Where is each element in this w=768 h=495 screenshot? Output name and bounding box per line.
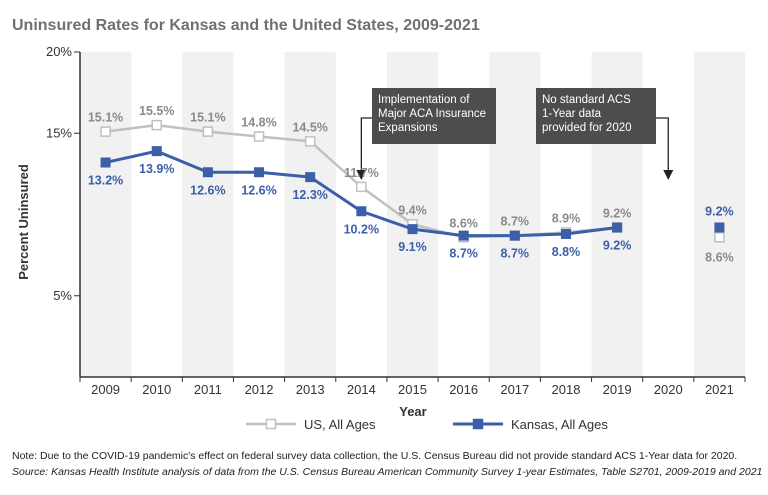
x-tick-label: 2012 [245,382,274,397]
x-tick-label: 2017 [500,382,529,397]
band-2009 [80,52,132,377]
legend: US, All Ages Kansas, All Ages [246,417,608,432]
annotation-arrow [656,117,669,178]
y-tick-label: 20% [46,44,72,59]
uninsured-rates-chart: Uninsured Rates for Kansas and the Unite… [12,17,746,432]
annotation-text: No standard ACS [542,94,631,106]
data-point [356,206,367,217]
data-label: 12.3% [292,188,327,202]
data-point [202,167,213,178]
data-label: 13.9% [139,162,174,176]
data-label: 8.6% [449,216,478,230]
y-tick-label: 5% [53,288,72,303]
data-label: 9.2% [603,239,632,253]
legend-marker [265,418,277,430]
data-point [509,230,520,241]
chart-title: Uninsured Rates for Kansas and the Unite… [12,17,480,34]
annotation-box [372,88,496,144]
data-label: 8.7% [449,247,478,261]
legend-marker [472,418,484,430]
data-point [458,230,469,241]
annotation-2014: Implementation of Major ACA Insurance Expa… [356,88,496,180]
data-point [612,222,623,233]
x-tick-label: 2020 [654,382,683,397]
data-label: 11.7% [344,166,379,180]
data-label: 9.4% [398,203,427,217]
y-axis-title: Percent Uninsured [16,164,31,280]
legend-label: US, All Ages [304,417,376,432]
x-tick-label: 2010 [142,382,171,397]
data-label: 8.7% [501,215,530,229]
annotation-2020: No standard ACS 1-Year data provided for 2… [536,88,674,180]
data-point [254,167,265,178]
x-tick-label: 2019 [603,382,632,397]
legend-item-kansas: Kansas, All Ages [453,417,608,432]
data-label: 10.2% [344,222,379,236]
data-point [356,181,367,193]
data-label: 13.2% [88,174,123,188]
annotation-text: Implementation of [378,94,470,106]
data-label: 15.1% [88,111,123,125]
footnote: Note: Due to the COVID-19 pandemic's eff… [12,450,738,462]
data-point [202,126,214,137]
annotation-text: Major ACA Insurance [378,108,486,120]
data-label: 15.5% [139,104,174,118]
data-point [305,172,316,183]
data-point [714,232,725,243]
data-label: 14.8% [241,116,276,130]
x-tick-label: 2016 [449,382,478,397]
x-axis-title: Year [399,404,426,419]
legend-item-us: US, All Ages [246,417,376,432]
band-2021 [693,52,745,377]
band-2011 [182,52,234,377]
annotation-arrow [360,117,372,178]
data-label: 9.2% [705,205,734,219]
x-tick-label: 2013 [296,382,325,397]
data-point [304,136,316,147]
data-point [100,126,111,137]
band-2013 [284,52,336,377]
annotation-text: Expansions [378,122,438,134]
data-point [714,222,725,233]
x-tick-label: 2018 [552,382,581,397]
data-label: 8.7% [501,247,530,261]
y-tick-label: 15% [46,125,72,140]
x-tick-label: 2015 [398,382,427,397]
data-point [407,224,418,235]
data-label: 8.6% [705,250,734,264]
data-label: 15.1% [190,111,225,125]
band-2017 [489,52,541,377]
x-tick-label: 2021 [705,382,734,397]
data-point [100,157,111,168]
data-point [151,119,162,131]
annotation-arrowhead [663,170,674,180]
data-point [560,229,571,239]
legend-label: Kansas, All Ages [511,417,608,432]
annotation-arrowhead [356,170,367,180]
data-label: 9.2% [603,207,632,221]
data-label: 9.1% [398,240,427,254]
data-label: 12.6% [241,183,276,197]
data-point [253,131,265,142]
source-note: Source: Kansas Health Institute analysis… [12,466,763,478]
data-label: 8.9% [552,211,581,225]
x-tick-label: 2011 [194,382,222,397]
data-label: 14.5% [292,120,327,134]
data-point [151,146,162,157]
annotation-box [536,88,656,144]
annotation-text: 1-Year data [542,108,602,120]
x-tick-label: 2009 [91,382,120,397]
annotation-text: provided for 2020 [542,122,632,134]
x-tick-label: 2014 [347,382,376,397]
data-label: 12.6% [190,183,225,197]
data-label: 8.8% [552,245,581,259]
